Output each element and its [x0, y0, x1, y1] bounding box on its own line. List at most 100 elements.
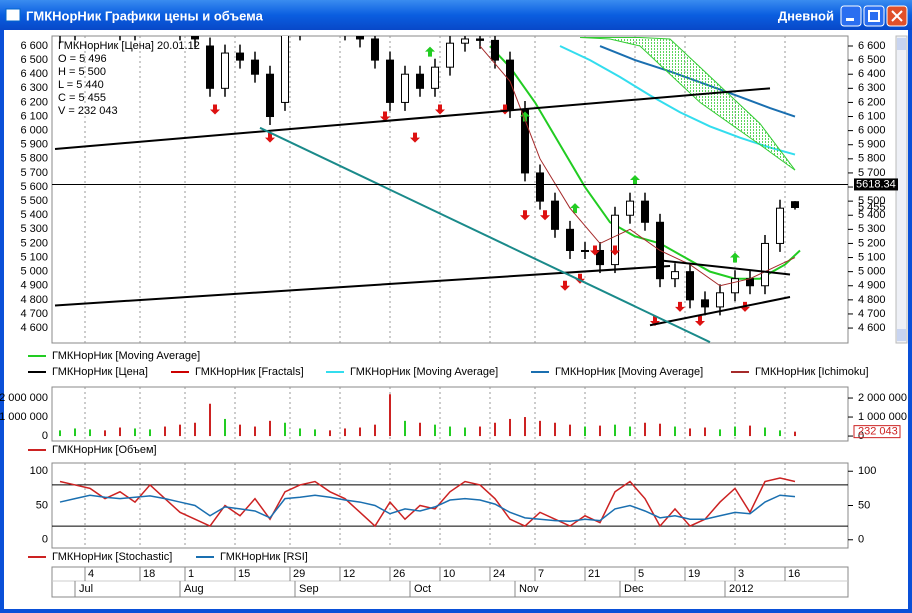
candle-body — [671, 271, 679, 280]
candle-body — [581, 249, 589, 252]
info-text: O = 5 496 — [58, 53, 107, 65]
volume-bar — [359, 427, 361, 437]
candle-body — [416, 73, 424, 89]
y-tick-label: 100 — [30, 465, 48, 477]
y-tick-label: 4 700 — [20, 308, 48, 320]
candle-body — [551, 200, 559, 230]
month-label: Oct — [414, 583, 431, 595]
y-tick-label: 6 300 — [20, 82, 48, 94]
volume-bar — [674, 426, 676, 437]
candle-body — [536, 172, 544, 202]
candle-body — [716, 292, 724, 308]
ichimoku-cloud — [580, 37, 795, 171]
candle-body — [266, 73, 274, 118]
candle-body — [431, 66, 439, 89]
plot-area — [59, 387, 796, 441]
y-tick-label: 5 700 — [20, 167, 48, 179]
y-tick-label: 5 000 — [20, 266, 48, 278]
y-tick-label: 0 — [858, 430, 864, 442]
line — [59, 477, 796, 528]
volume-bar — [524, 417, 526, 437]
period: Дневной — [778, 8, 834, 23]
candle-body — [491, 39, 499, 61]
fractal-arrow — [540, 210, 550, 221]
volume-bar — [614, 424, 616, 437]
y-tick-label: 4 900 — [20, 280, 48, 292]
x-tick-label: 15 — [238, 568, 250, 580]
volume-bar — [764, 427, 766, 437]
volume-bar — [74, 428, 76, 437]
fractal-arrow — [695, 316, 705, 327]
y-tick-label: 5 500 — [20, 195, 48, 207]
fractal-arrow — [425, 46, 435, 57]
month-label: Aug — [184, 583, 204, 595]
candle-body — [446, 42, 454, 68]
y-tick-label: 1 000 000 — [0, 411, 48, 423]
candle-body — [281, 36, 289, 103]
legend-label: ГМКНорНик [Moving Average] — [52, 350, 200, 362]
candle-body — [641, 200, 649, 223]
y-tick-label: 5 300 — [858, 223, 886, 235]
volume-bar — [149, 429, 151, 437]
last-value-label: 232 043 — [858, 426, 898, 438]
y-tick-label: 4 800 — [858, 294, 886, 306]
trend-line — [259, 126, 711, 343]
legend-label: ГМКНорНик [Stochastic] — [52, 551, 172, 563]
candle-body — [626, 200, 634, 216]
x-tick-label: 16 — [788, 568, 800, 580]
candle-body — [206, 45, 214, 89]
candle-body — [611, 214, 619, 266]
y-tick-label: 4 600 — [20, 322, 48, 334]
span-b — [580, 37, 796, 171]
trend-line — [54, 87, 771, 150]
y-tick-label: 2 000 000 — [858, 392, 907, 404]
y-tick-label: 1 000 000 — [858, 411, 907, 423]
x-tick-label: 24 — [493, 568, 505, 580]
scroll-up[interactable] — [897, 38, 906, 50]
y-tick-label: 5 600 — [20, 181, 48, 193]
volume-bar — [209, 403, 211, 437]
y-tick-label: 5 100 — [20, 251, 48, 263]
candle-body — [686, 271, 694, 301]
trend-line — [649, 296, 791, 327]
fractal-arrow — [570, 203, 580, 214]
fractal-arrow — [265, 132, 275, 143]
volume-bar — [344, 428, 346, 437]
info-text: H = 5 500 — [58, 66, 106, 78]
volume-bar — [539, 420, 541, 437]
y-tick-label: 5 800 — [858, 153, 886, 165]
y-tick-label: 50 — [36, 499, 48, 511]
volume-bar — [644, 422, 646, 437]
y-tick-label: 6 600 — [20, 40, 48, 52]
y-tick-label: 5 500 — [858, 195, 886, 207]
legend-label: ГМКНорНик [Ichimoku] — [755, 366, 869, 378]
x-tick-label: 29 — [293, 568, 305, 580]
fractal-arrow — [630, 174, 640, 185]
y-tick-label: 4 800 — [20, 294, 48, 306]
volume-bar — [329, 430, 331, 437]
volume-bar — [509, 418, 511, 437]
fractal-arrow — [560, 280, 570, 291]
scroll-down[interactable] — [897, 329, 906, 341]
trend-line — [54, 265, 671, 307]
fractal-arrow — [730, 252, 740, 263]
volume-bar — [584, 426, 586, 437]
info-text: ГМКНорНик [Цена] 20.01.12 — [58, 40, 200, 52]
volume-bar — [419, 422, 421, 437]
volume-bar — [89, 429, 91, 437]
volume-bar — [224, 418, 226, 437]
minimize-button[interactable] — [840, 5, 862, 27]
y-tick-label: 6 000 — [20, 125, 48, 137]
maximize-button[interactable] — [863, 5, 885, 27]
window-title: ГМКНорНик Графики цены и объема — [26, 8, 264, 23]
x-tick-label: 4 — [88, 568, 94, 580]
legend-label: ГМКНорНик [Fractals] — [195, 366, 304, 378]
volume-bar — [569, 424, 571, 437]
volume-bar — [659, 423, 661, 437]
x-tick-label: 5 — [638, 568, 644, 580]
volume-bar — [599, 425, 601, 437]
volume-bar — [254, 426, 256, 437]
volume-bar — [464, 427, 466, 437]
y-tick-label: 6 500 — [20, 54, 48, 66]
